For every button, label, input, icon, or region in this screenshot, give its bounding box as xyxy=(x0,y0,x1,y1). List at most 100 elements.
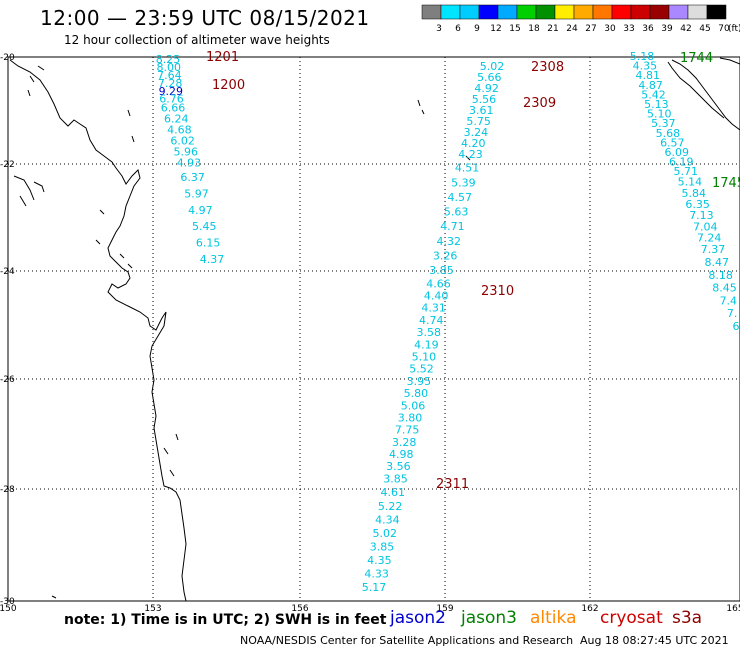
wave-height-label: 8.47 xyxy=(705,256,730,269)
longitude-tick-label: 162 xyxy=(581,604,598,612)
color-scale-label: 6 xyxy=(455,24,461,34)
wave-height-label: 4.34 xyxy=(375,513,400,526)
wave-height-label: 3.61 xyxy=(469,104,494,117)
wave-height-label: 5.06 xyxy=(401,399,426,412)
wave-height-label: 3.58 xyxy=(417,326,442,339)
wave-height-label: 7.64 xyxy=(157,69,182,82)
footer-note: note: 1) Time is in UTC; 2) SWH is in fe… xyxy=(64,612,387,628)
color-scale-label: (ft) xyxy=(728,24,740,34)
wave-height-label: 3.24 xyxy=(464,126,489,139)
wave-height-label: 4.81 xyxy=(636,69,661,82)
wave-height-label: 6.15 xyxy=(196,237,221,250)
wave-height-label: 5.71 xyxy=(674,165,699,178)
color-scale-label: 12 xyxy=(490,24,501,34)
map-subtitle: 12 hour collection of altimeter wave hei… xyxy=(64,33,330,47)
wave-height-label: 4.31 xyxy=(421,302,446,315)
color-swatch xyxy=(706,4,727,20)
wave-height-label: 7.13 xyxy=(689,209,714,222)
pass-time-label: 2308 xyxy=(531,60,564,75)
wave-height-label: 5.96 xyxy=(174,145,199,158)
wave-height-label: 5.13 xyxy=(644,98,669,111)
wave-height-label: 6.57 xyxy=(660,136,685,149)
color-scale-label: 9 xyxy=(474,24,480,34)
latitude-tick-label: -24 xyxy=(0,267,15,277)
wave-height-label: 4.87 xyxy=(638,79,663,92)
wave-height-label: 5.10 xyxy=(412,350,437,363)
wave-height-label: 5.18 xyxy=(630,50,655,63)
satellite-jason2-label: jason2 xyxy=(390,608,446,628)
latitude-tick-label: -30 xyxy=(0,597,15,607)
pass-time-label: 2309 xyxy=(523,96,556,111)
color-scale-label: 3 xyxy=(436,24,442,34)
wave-height-label: 7.4 xyxy=(720,294,738,307)
generated-timestamp: Aug 18 08:27:45 UTC 2021 xyxy=(580,634,729,647)
wave-height-label: 5.39 xyxy=(451,176,476,189)
wave-height-label: 3.28 xyxy=(392,436,417,449)
color-scale-label: 18 xyxy=(528,24,540,34)
longitude-tick-label: 159 xyxy=(436,604,453,612)
longitude-tick-label: 156 xyxy=(291,604,308,612)
wave-height-label: 4.92 xyxy=(474,82,499,95)
longitude-tick-label: 153 xyxy=(144,604,161,612)
latitude-tick-label: -26 xyxy=(0,375,15,385)
wave-height-label: 5.37 xyxy=(651,117,676,130)
latitude-tick-label: -22 xyxy=(0,160,15,170)
wave-height-label: 4.98 xyxy=(389,448,414,461)
graticule xyxy=(8,57,740,601)
wave-height-label: 5.68 xyxy=(656,127,681,140)
color-scale-label: 39 xyxy=(661,24,673,34)
wave-height-label: 7. xyxy=(727,307,738,320)
pass-time-label: 1200 xyxy=(212,78,245,93)
wave-height-label: 9.29 xyxy=(159,85,184,98)
satellite-jason3-label: jason3 xyxy=(461,608,517,628)
wave-height-label: 4.19 xyxy=(414,338,439,351)
pass-time-label: 1745 xyxy=(712,176,740,191)
wave-height-label: 5.17 xyxy=(362,581,387,594)
wave-height-label: 6.24 xyxy=(164,113,189,126)
coastline-australia xyxy=(9,59,187,602)
wave-height-label: 3.26 xyxy=(433,250,458,263)
wave-height-label: 5.45 xyxy=(192,220,217,233)
satellite-altika-label: altika xyxy=(530,608,577,628)
color-scale-label: 27 xyxy=(585,24,596,34)
wave-height-label: 4.57 xyxy=(448,191,473,204)
color-scale-label: 33 xyxy=(623,24,634,34)
wave-height-label: 5.84 xyxy=(682,187,707,200)
wave-height-label: 5.10 xyxy=(647,108,672,121)
wave-height-label: 5.97 xyxy=(184,187,209,200)
wave-height-label: 5.56 xyxy=(472,93,497,106)
wave-height-label: 4.33 xyxy=(364,567,389,580)
color-scale-label: 36 xyxy=(642,24,654,34)
wave-height-label: 5.22 xyxy=(378,500,403,513)
wave-height-label: 3.80 xyxy=(398,411,423,424)
wave-height-label: 5.66 xyxy=(477,71,502,84)
color-scale-label: 70 xyxy=(718,24,730,34)
wave-height-label: 4.61 xyxy=(381,486,406,499)
wave-height-label: 7.04 xyxy=(693,220,718,233)
coastline-new-caledonia xyxy=(667,57,740,131)
color-scale-label: 24 xyxy=(566,24,578,34)
wave-height-label: 3.85 xyxy=(429,264,454,277)
wave-height-label: 4.68 xyxy=(167,124,192,137)
pass-time-label: 1201 xyxy=(206,50,239,65)
wave-height-label: 4.93 xyxy=(177,156,202,169)
wave-height-label: 3.95 xyxy=(407,375,432,388)
satellite-cryosat-label: cryosat xyxy=(600,608,663,628)
wave-height-label: 6.02 xyxy=(170,134,195,147)
wave-height-label: 6.37 xyxy=(180,171,205,184)
wave-height-label: 4.20 xyxy=(461,137,486,150)
wave-height-label: 7.37 xyxy=(701,243,726,256)
wave-height-label: 8.00 xyxy=(156,61,181,74)
wave-height-label: 7.24 xyxy=(697,232,722,245)
wave-height-label: 3.85 xyxy=(370,540,395,553)
wave-height-label: 4.40 xyxy=(424,290,449,303)
latitude-tick-label: -20 xyxy=(0,53,15,63)
wave-height-label: 6.76 xyxy=(159,93,184,106)
wave-height-label: 3.85 xyxy=(383,473,408,486)
color-scale-label: 15 xyxy=(509,24,520,34)
wave-height-label: 6.66 xyxy=(161,102,186,115)
color-scale-label: 30 xyxy=(604,24,616,34)
wave-height-label: 6.35 xyxy=(685,198,710,211)
wave-height-label: 4.37 xyxy=(200,253,225,266)
